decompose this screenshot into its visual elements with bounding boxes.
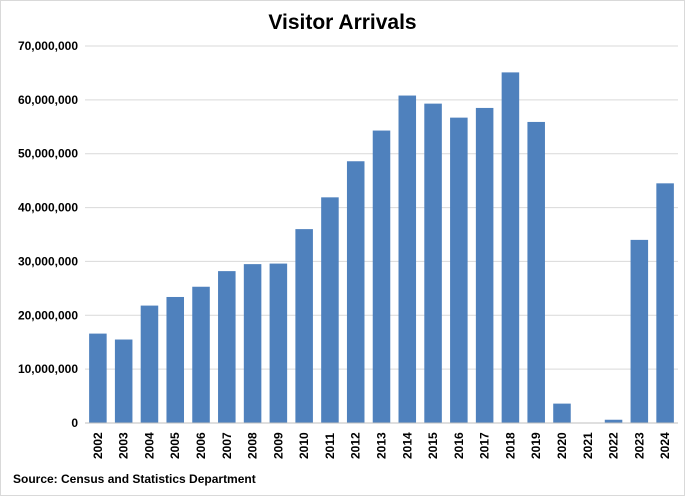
bar: [218, 271, 236, 423]
bar: [604, 419, 623, 423]
bar: [140, 305, 159, 423]
bar: [89, 333, 107, 423]
bar: [475, 107, 494, 423]
y-tick-label: 40,000,000: [18, 201, 78, 215]
bar: [192, 286, 210, 423]
x-tick-label: 2017: [478, 432, 492, 459]
x-tick-label: 2013: [375, 432, 389, 459]
x-tick-label: 2004: [142, 432, 156, 459]
bar: [501, 72, 520, 423]
bar: [243, 264, 262, 423]
x-tick-label: 2015: [426, 432, 440, 459]
x-tick-label: 2020: [555, 432, 569, 459]
bar: [424, 103, 442, 424]
x-tick-label: 2009: [271, 432, 285, 459]
y-tick-label: 30,000,000: [18, 254, 78, 268]
bar: [527, 121, 545, 423]
x-tick-label: 2007: [220, 432, 234, 459]
x-tick-label: 2010: [297, 432, 311, 459]
bar: [269, 263, 288, 423]
x-tick-label: 2021: [581, 432, 595, 459]
y-tick-label: 10,000,000: [18, 362, 78, 376]
x-tick-label: 2005: [168, 432, 182, 459]
x-tick-label: 2003: [117, 432, 131, 459]
bar: [630, 239, 649, 423]
x-tick-label: 2024: [658, 432, 672, 459]
x-tick-label: 2018: [503, 432, 517, 459]
y-tick-label: 70,000,000: [18, 39, 78, 53]
y-tick-label: 0: [71, 416, 78, 430]
chart-title: Visitor Arrivals: [268, 11, 417, 34]
x-tick-label: 2022: [607, 432, 621, 459]
bar: [656, 183, 674, 423]
bar: [398, 95, 417, 423]
x-tick-label: 2002: [91, 432, 105, 459]
bar: [372, 130, 391, 423]
bar: [114, 339, 133, 423]
bar: [553, 403, 571, 423]
x-tick-label: 2019: [529, 432, 543, 459]
bar: [166, 296, 185, 423]
bar: [295, 229, 313, 423]
x-tick-label: 2006: [194, 432, 208, 459]
x-tick-label: 2023: [632, 432, 646, 459]
bar: [346, 161, 365, 424]
x-tick-label: 2016: [452, 432, 466, 459]
bar: [450, 117, 468, 423]
bar: [321, 197, 339, 423]
x-tick-label: 2012: [349, 432, 363, 459]
y-tick-label: 50,000,000: [18, 147, 78, 161]
x-tick-label: 2008: [246, 432, 260, 459]
x-tick-label: 2014: [400, 432, 414, 459]
y-tick-label: 20,000,000: [18, 308, 78, 322]
source-note: Source: Census and Statistics Department: [13, 472, 256, 486]
y-tick-label: 60,000,000: [18, 93, 78, 107]
x-tick-label: 2011: [323, 433, 337, 459]
